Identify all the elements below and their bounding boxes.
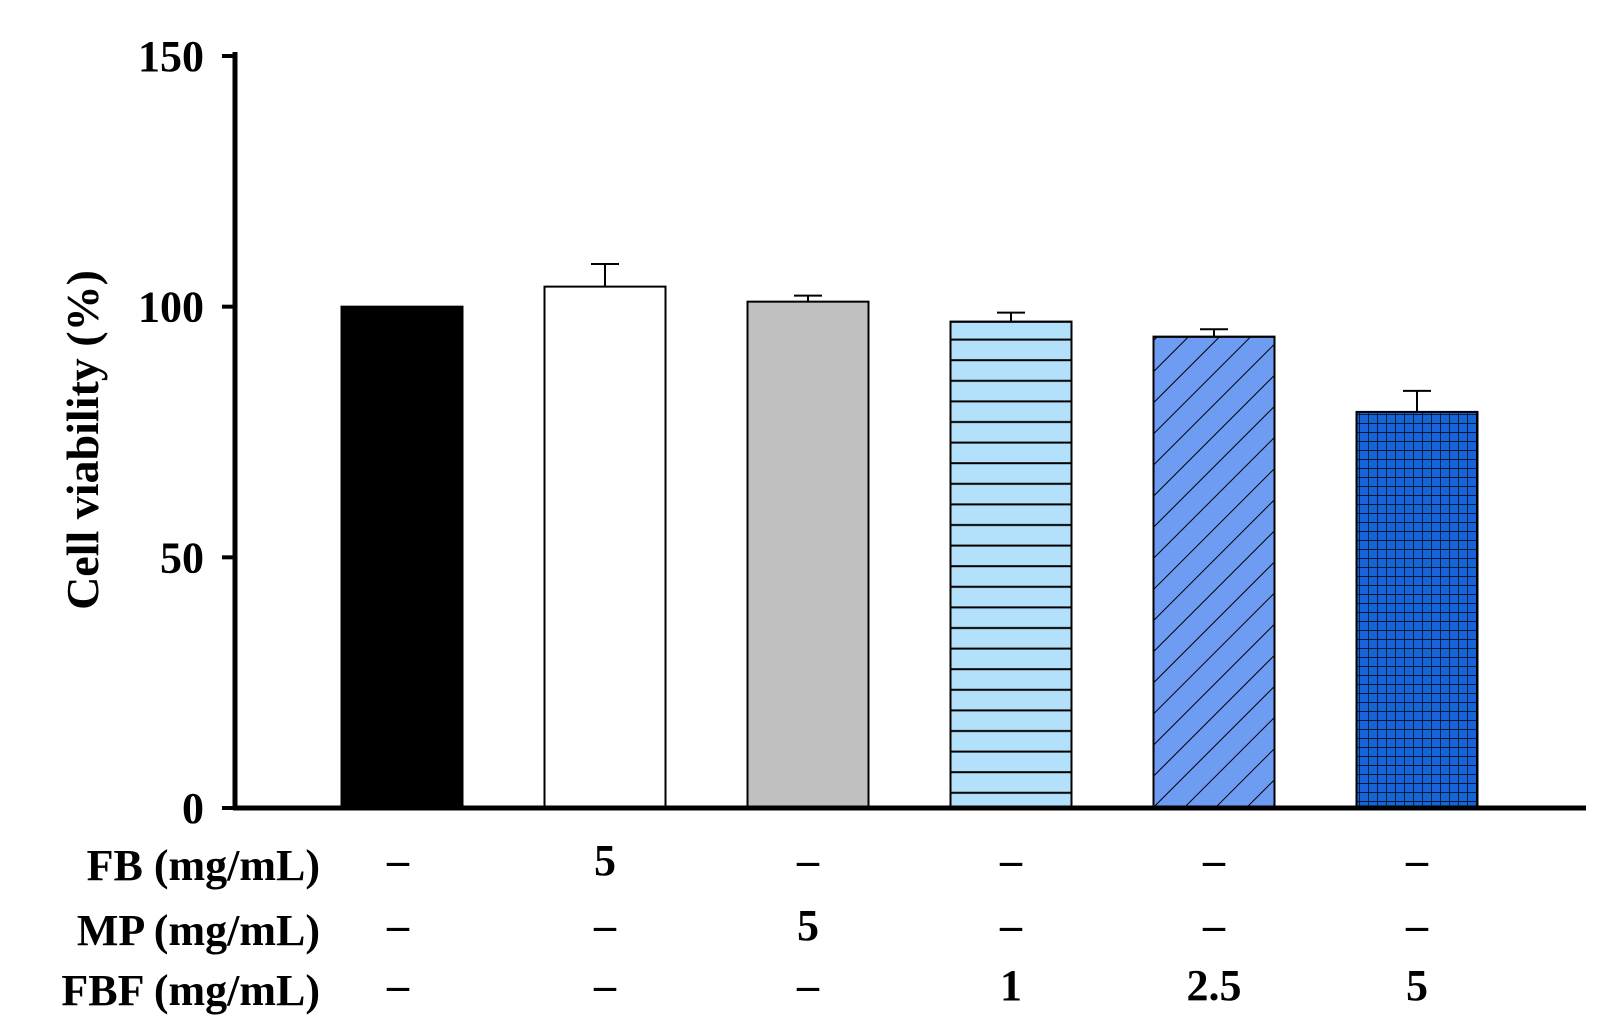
row-label: FB (mg/mL) <box>87 841 320 890</box>
axes-layer <box>232 52 1586 811</box>
table-cell: 1 <box>1000 961 1022 1010</box>
table-cell: 5 <box>594 836 616 885</box>
table-cell: – <box>593 901 617 950</box>
bar-pattern <box>1152 335 1276 809</box>
y-ticks: 0 50 100 150 <box>138 32 235 833</box>
table-cell: – <box>999 836 1023 885</box>
table-cell: – <box>796 836 820 885</box>
table-cell: – <box>1202 836 1226 885</box>
y-tick-label: 150 <box>138 32 204 81</box>
bar-pattern <box>949 320 1073 809</box>
table-cell: 5 <box>1406 961 1428 1010</box>
row-label: MP (mg/mL) <box>77 906 320 955</box>
bars-layer <box>340 263 1479 809</box>
bar-pattern <box>1355 410 1479 809</box>
table-cell: – <box>1405 901 1429 950</box>
table-cell: – <box>999 901 1023 950</box>
y-axis-label: Cell viability (%) <box>57 270 108 610</box>
bar-group <box>543 263 667 809</box>
table-cell: – <box>593 961 617 1010</box>
bar-group <box>949 311 1073 809</box>
table-cell: 2.5 <box>1187 961 1242 1010</box>
table-cell: – <box>386 961 410 1010</box>
bar <box>746 300 870 809</box>
table-cell: – <box>386 901 410 950</box>
bar-group <box>746 294 870 809</box>
table-cell: – <box>386 836 410 885</box>
table-cell: 5 <box>797 901 819 950</box>
bar <box>340 305 464 809</box>
y-tick-label: 50 <box>160 533 204 582</box>
y-tick-label: 0 <box>182 784 204 833</box>
table-cell: – <box>796 961 820 1010</box>
bar-group <box>1152 328 1276 809</box>
bar-group <box>340 305 464 809</box>
y-tick-label: 100 <box>138 283 204 332</box>
table-cell: – <box>1202 901 1226 950</box>
bar <box>543 285 667 809</box>
treatment-table: FB (mg/mL) – 5 – – – – MP (mg/mL) – – 5 – – – FBF (mg/… <box>61 836 1429 1015</box>
row-label: FBF (mg/mL) <box>61 966 320 1015</box>
bar-group <box>1355 389 1479 809</box>
table-cell: – <box>1405 836 1429 885</box>
